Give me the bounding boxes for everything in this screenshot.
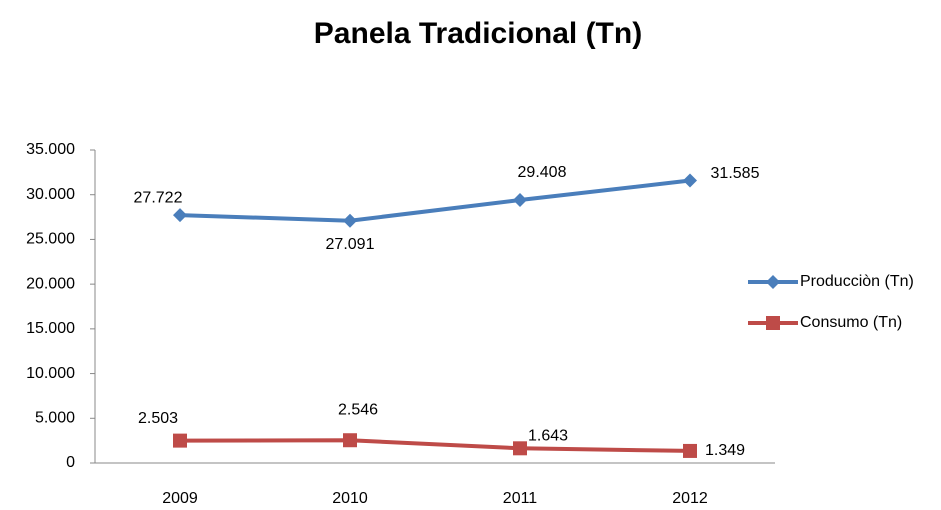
y-tick-label: 10.000	[26, 365, 75, 382]
x-tick-label: 2011	[503, 490, 538, 507]
y-tick-label: 0	[66, 454, 75, 471]
point	[343, 433, 357, 448]
point	[513, 441, 527, 456]
data-label: 31.585	[711, 165, 760, 182]
series-line	[179, 178, 691, 223]
series-line	[179, 438, 691, 453]
y-tick-label: 20.000	[26, 275, 75, 292]
legend-label: Producciòn (Tn)	[800, 273, 914, 290]
point	[343, 213, 357, 228]
data-label: 2.546	[338, 401, 378, 418]
y-tick-label: 35.000	[26, 141, 75, 158]
data-label: 1.349	[705, 442, 745, 459]
data-label: 27.091	[326, 236, 375, 253]
y-tick-label: 25.000	[26, 231, 75, 248]
y-tick-label: 5.000	[35, 410, 75, 427]
data-label: 27.722	[134, 189, 183, 206]
x-tick-label: 2010	[332, 490, 368, 507]
x-tick-label: 2009	[162, 490, 198, 507]
legend-marker	[766, 275, 780, 289]
x-tick-label: 2012	[672, 490, 708, 507]
legend-marker	[766, 316, 780, 330]
data-label: 1.643	[528, 428, 568, 445]
y-tick-label: 15.000	[26, 320, 75, 337]
chart-title: Panela Tradicional (Tn)	[314, 17, 642, 50]
point	[513, 193, 527, 208]
point	[683, 443, 697, 458]
point	[173, 433, 187, 448]
data-label: 29.408	[518, 164, 567, 181]
point	[683, 173, 697, 188]
data-label: 2.503	[138, 410, 178, 427]
legend-label: Consumo (Tn)	[800, 314, 902, 331]
point	[173, 208, 187, 223]
y-tick-label: 30.000	[26, 186, 75, 203]
